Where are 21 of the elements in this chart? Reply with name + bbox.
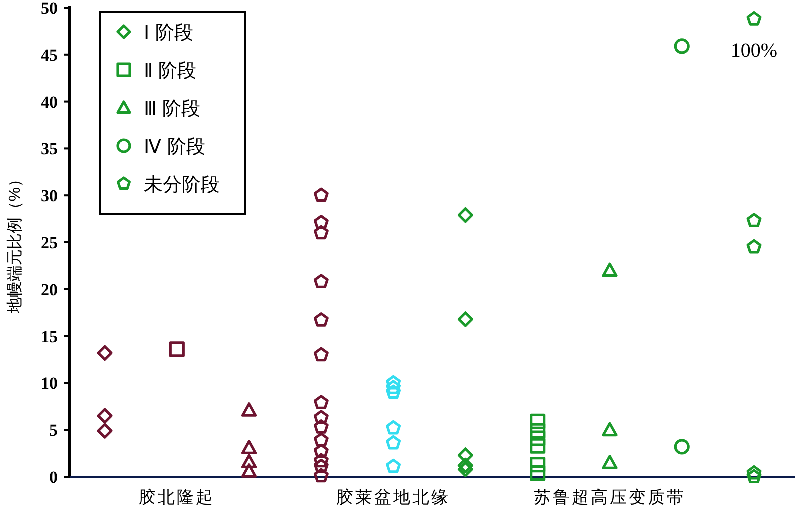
- y-tick-label: 45: [41, 46, 58, 65]
- legend-label: Ⅲ 阶段: [144, 99, 200, 120]
- y-tick-label: 25: [41, 234, 58, 252]
- legend-label: Ⅰ 阶段: [144, 23, 194, 44]
- x-tick-label: 胶莱盆地北缘: [336, 488, 451, 507]
- x-tick-label: 苏鲁超高压变质带: [534, 488, 686, 507]
- y-tick-label: 40: [41, 92, 58, 112]
- y-tick-label: 15: [41, 327, 58, 346]
- y-tick-label: 20: [41, 280, 58, 300]
- legend-label: 未分阶段: [144, 175, 220, 196]
- x-tick-label: 胶北隆起: [139, 488, 216, 507]
- y-tick-label: 10: [41, 374, 58, 394]
- y-tick-label: 30: [41, 186, 58, 206]
- y-tick-label: 50: [41, 0, 58, 18]
- y-axis-title: 地幔端元比例（%）: [6, 171, 24, 315]
- annotation: 100%: [730, 40, 778, 62]
- legend-label: Ⅳ 阶段: [144, 137, 206, 158]
- y-tick-label: 0: [50, 468, 58, 487]
- y-tick-label: 35: [41, 140, 58, 159]
- legend-label: Ⅱ 阶段: [144, 61, 196, 82]
- y-tick-label: 5: [50, 421, 58, 440]
